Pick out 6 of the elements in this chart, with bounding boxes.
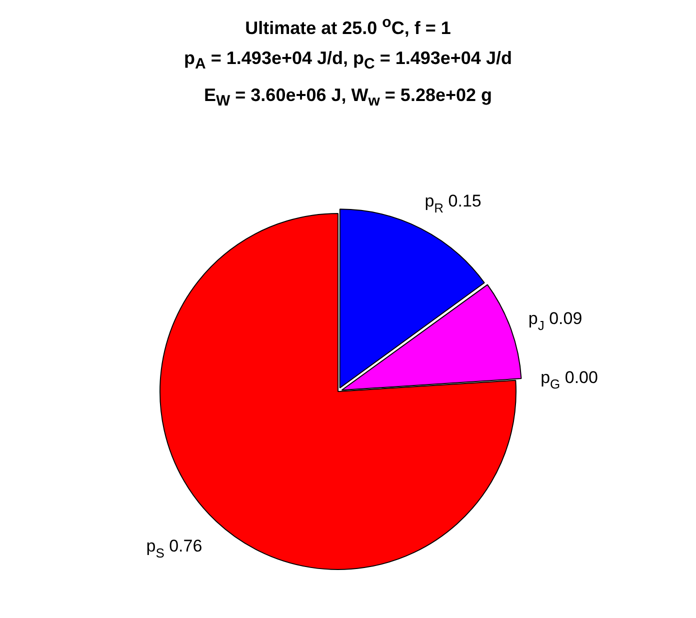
data-label: 0.76 — [164, 536, 202, 556]
chart-title: Ultimate at 25.0 $^{o}$C, f = 1 — [244, 13, 452, 40]
text: p$_{A}$ = 1.493e+04 J/d, p$_{C}$ = 1.493e+04 J/d E$_{W}$ = 3.60e+06 J, W$_{w}$ = 5.28e+02 g — [184, 48, 512, 110]
text: 0.00 — [564, 368, 598, 387]
data-label: 0.09 — [544, 309, 582, 328]
data-label: 0.15 — [444, 191, 482, 210]
